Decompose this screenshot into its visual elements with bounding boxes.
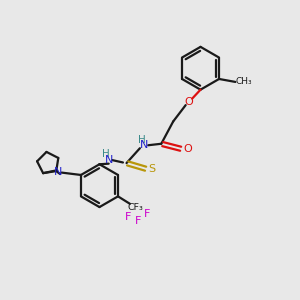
- Text: CF₃: CF₃: [127, 203, 143, 212]
- Text: O: O: [183, 144, 192, 154]
- Text: H: H: [102, 149, 110, 159]
- Text: N: N: [104, 155, 113, 165]
- Text: F: F: [144, 209, 150, 219]
- Text: F: F: [125, 212, 131, 222]
- Text: F: F: [135, 216, 141, 226]
- Text: CH₃: CH₃: [236, 77, 252, 86]
- Text: N: N: [54, 167, 62, 177]
- Text: H: H: [137, 135, 145, 145]
- Text: S: S: [148, 164, 156, 174]
- Text: O: O: [184, 97, 193, 107]
- Text: N: N: [140, 140, 148, 150]
